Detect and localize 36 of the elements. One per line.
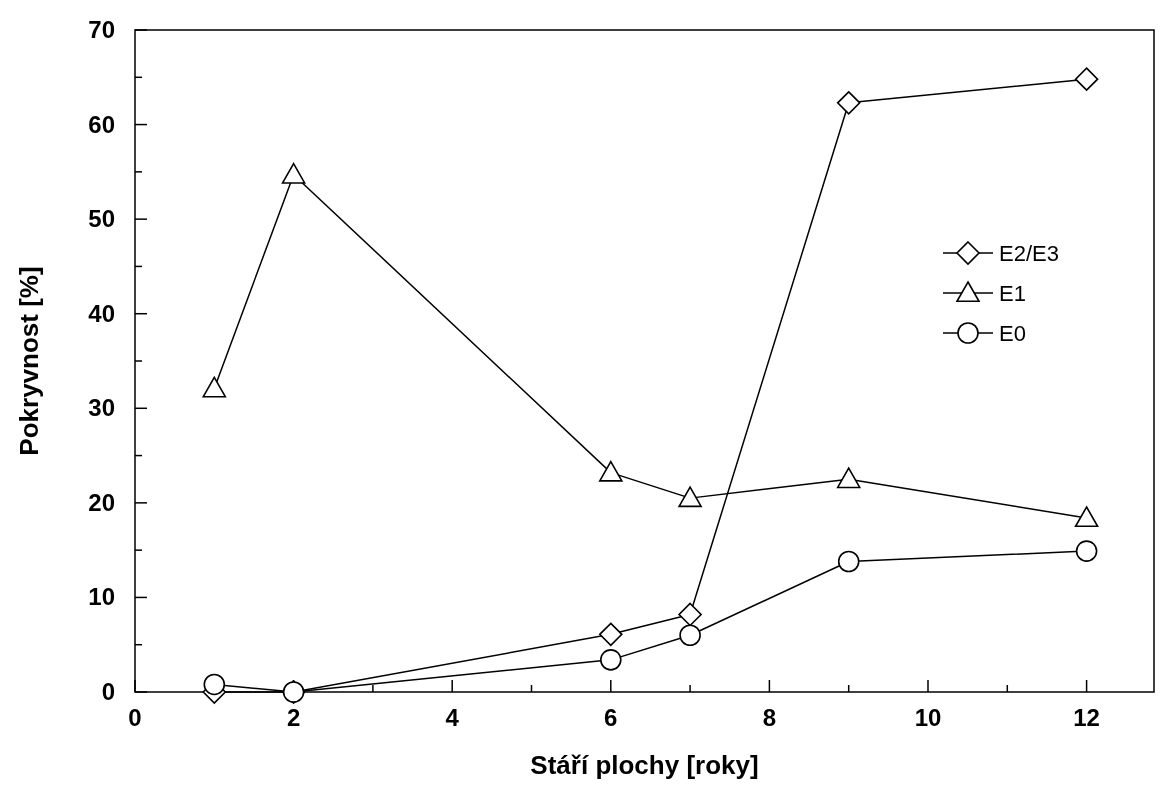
point [678,486,702,508]
y-axis-title: Pokryvnost [%] [14,266,44,456]
x-tick-label: 8 [762,704,777,731]
point [600,649,622,671]
x-tick-label: 12 [1073,704,1100,731]
y-tick-label: 50 [88,205,115,233]
point [1075,540,1098,562]
point [203,673,226,696]
x-tick-label: 10 [914,704,942,731]
x-axis-title: Stáří plochy [roky] [530,750,759,780]
point [599,460,623,482]
y-tick-label: 60 [88,110,115,138]
x-tick-label: 4 [445,704,460,731]
point [1074,506,1099,528]
point [678,602,702,627]
y-tick-label: 20 [88,488,115,516]
y-tick-label: 70 [88,16,115,43]
point [837,550,860,573]
point [599,622,623,647]
y-tick-label: 10 [88,583,115,611]
point [282,681,305,703]
point [202,376,227,398]
x-tick-label: 0 [128,704,142,731]
legend-label: E2/E3 [999,241,1059,266]
point [1074,67,1099,91]
legend-label: E1 [999,281,1026,306]
legend-label: E0 [999,321,1026,346]
x-tick-label: 6 [604,704,618,731]
point [679,624,701,647]
point [836,467,861,489]
point [281,162,306,184]
y-tick-label: 40 [88,299,115,327]
point [836,91,861,115]
y-tick-label: 0 [101,678,115,705]
y-tick-label: 30 [88,394,115,422]
x-tick-label: 2 [286,704,301,731]
